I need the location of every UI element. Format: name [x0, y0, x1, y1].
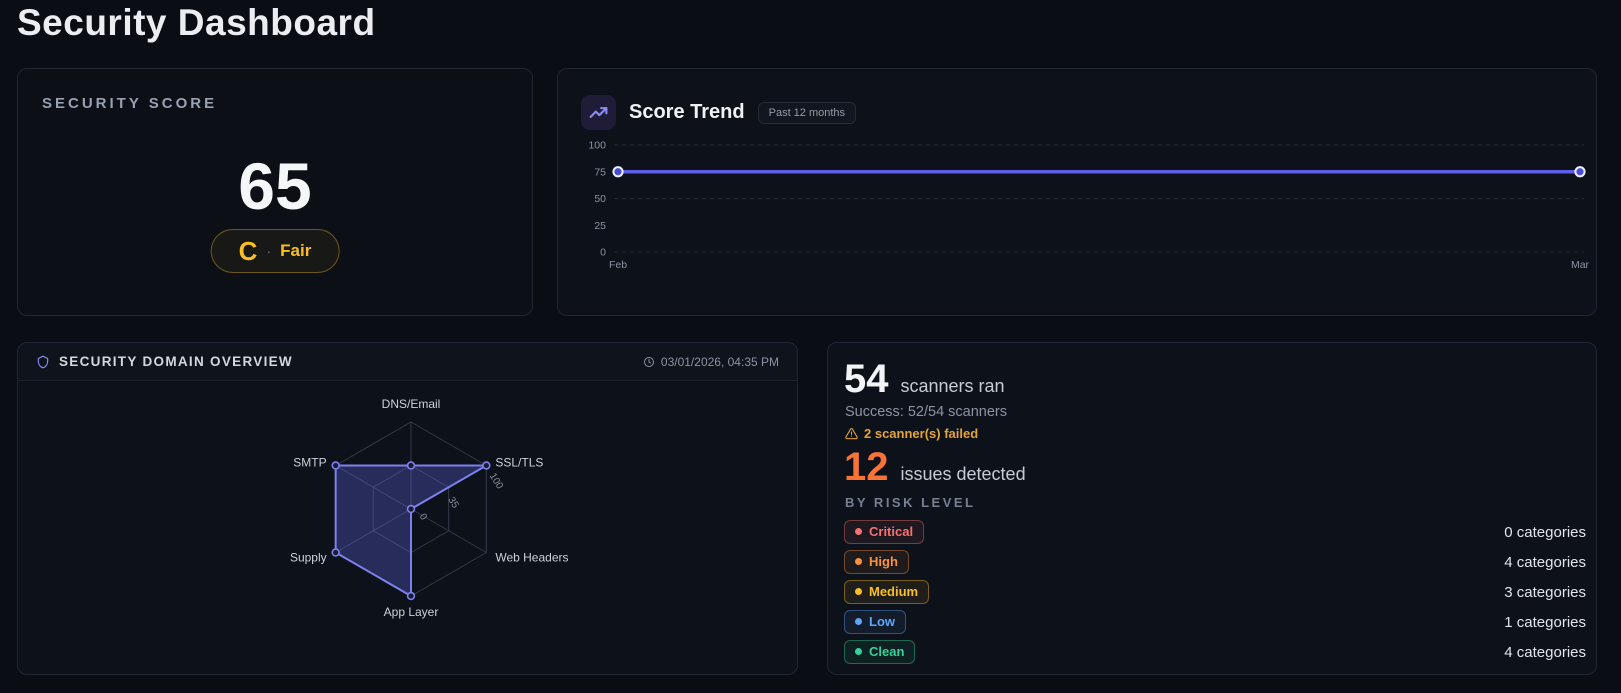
issues-detected-count: 12 — [844, 445, 889, 489]
svg-text:DNS/Email: DNS/Email — [382, 397, 441, 411]
risk-dot-icon — [855, 618, 862, 625]
risk-dot-icon — [855, 588, 862, 595]
svg-text:SSL/TLS: SSL/TLS — [495, 456, 543, 470]
security-score-label: SECURITY SCORE — [42, 95, 218, 112]
risk-category-count: 3 categories — [1504, 583, 1586, 601]
risk-level-row: Clean 4 categories — [844, 637, 1586, 667]
risk-dot-icon — [855, 528, 862, 535]
scanners-ran-label: scanners ran — [900, 376, 1005, 396]
grade-text: Fair — [280, 241, 312, 260]
grade-pill: C · Fair — [210, 229, 340, 273]
risk-category-count: 1 categories — [1504, 613, 1586, 631]
security-domain-header: SECURITY DOMAIN OVERVIEW 03/01/2026, 04:… — [18, 343, 797, 381]
svg-text:Feb: Feb — [609, 259, 627, 271]
svg-text:0: 0 — [600, 247, 606, 259]
svg-text:100: 100 — [487, 471, 505, 491]
svg-text:75: 75 — [594, 166, 606, 178]
by-risk-level-header: BY RISK LEVEL — [845, 495, 976, 510]
shield-icon — [36, 354, 50, 370]
clock-icon — [643, 356, 655, 368]
risk-badge-label: Low — [869, 613, 895, 629]
risk-badge-label: Critical — [869, 523, 914, 539]
trending-up-icon — [581, 95, 616, 130]
svg-text:100: 100 — [588, 140, 606, 152]
svg-text:0: 0 — [417, 512, 430, 523]
scanners-ran-count: 54 — [844, 357, 889, 401]
svg-text:SMTP: SMTP — [293, 456, 326, 470]
scanners-ran-line: 54 scanners ran — [844, 359, 1005, 399]
risk-category-count: 4 categories — [1504, 643, 1586, 661]
grade-letter: C — [238, 236, 258, 266]
risk-badge-clean: Clean — [844, 639, 916, 665]
security-score-card: SECURITY SCORE 65 C · Fair — [17, 68, 533, 316]
score-trend-card: Score Trend Past 12 months 0 25 50 75 100 Feb… — [557, 68, 1597, 316]
scanners-failed-line: 2 scanner(s) failed — [845, 426, 978, 441]
security-domain-card: SECURITY DOMAIN OVERVIEW 03/01/2026, 04:… — [17, 342, 798, 675]
scan-timestamp-text: 03/01/2026, 04:35 PM — [660, 354, 779, 369]
score-trend-chart: 0 25 50 75 100 Feb Mar — [588, 140, 1590, 272]
risk-level-row: Medium 3 categories — [844, 577, 1586, 607]
risk-category-count: 0 categories — [1504, 523, 1586, 541]
issues-detected-label: issues detected — [900, 464, 1026, 484]
score-trend-header: Score Trend Past 12 months — [581, 95, 857, 130]
scan-timestamp: 03/01/2026, 04:35 PM — [643, 355, 779, 369]
risk-badge-high: High — [844, 549, 909, 575]
risk-dot-icon — [855, 648, 862, 655]
issues-detected-line: 12 issues detected — [844, 447, 1026, 487]
domain-radar-chart: DNS/Email SSL/TLS Web Headers App Layer Supp… — [290, 397, 569, 619]
risk-badge-low: Low — [844, 609, 906, 635]
svg-text:35: 35 — [445, 495, 460, 511]
risk-badge-label: Medium — [869, 583, 919, 599]
svg-text:Supply: Supply — [290, 551, 327, 565]
risk-badge-critical: Critical — [844, 519, 925, 545]
score-trend-title: Score Trend — [629, 101, 745, 123]
svg-text:Mar: Mar — [1571, 259, 1590, 271]
risk-category-count: 4 categories — [1504, 553, 1586, 571]
security-domain-title: SECURITY DOMAIN OVERVIEW — [59, 354, 293, 369]
scan-stats-card: 54 scanners ran Success: 52/54 scanners … — [827, 342, 1597, 675]
risk-badge-label: Clean — [869, 643, 905, 659]
svg-text:App Layer: App Layer — [384, 605, 439, 619]
svg-text:Web Headers: Web Headers — [495, 551, 568, 565]
risk-level-row: High 4 categories — [844, 547, 1586, 577]
trend-period-badge: Past 12 months — [757, 101, 857, 124]
risk-level-list: Critical 0 categories High 4 categories Medi… — [844, 517, 1586, 667]
security-score-value: 65 — [238, 149, 312, 223]
svg-text:50: 50 — [594, 193, 606, 205]
grade-separator: · — [266, 243, 272, 259]
svg-text:25: 25 — [594, 220, 606, 232]
risk-badge-label: High — [869, 553, 898, 569]
risk-level-row: Critical 0 categories — [844, 517, 1586, 547]
risk-badge-medium: Medium — [844, 579, 930, 605]
page-title: Security Dashboard — [17, 2, 376, 43]
scanners-failed-text: 2 scanner(s) failed — [864, 426, 979, 441]
success-ratio-text: Success: 52/54 scanners — [845, 404, 1008, 420]
risk-level-row: Low 1 categories — [844, 607, 1586, 637]
warning-icon — [845, 427, 858, 440]
risk-dot-icon — [855, 558, 862, 565]
